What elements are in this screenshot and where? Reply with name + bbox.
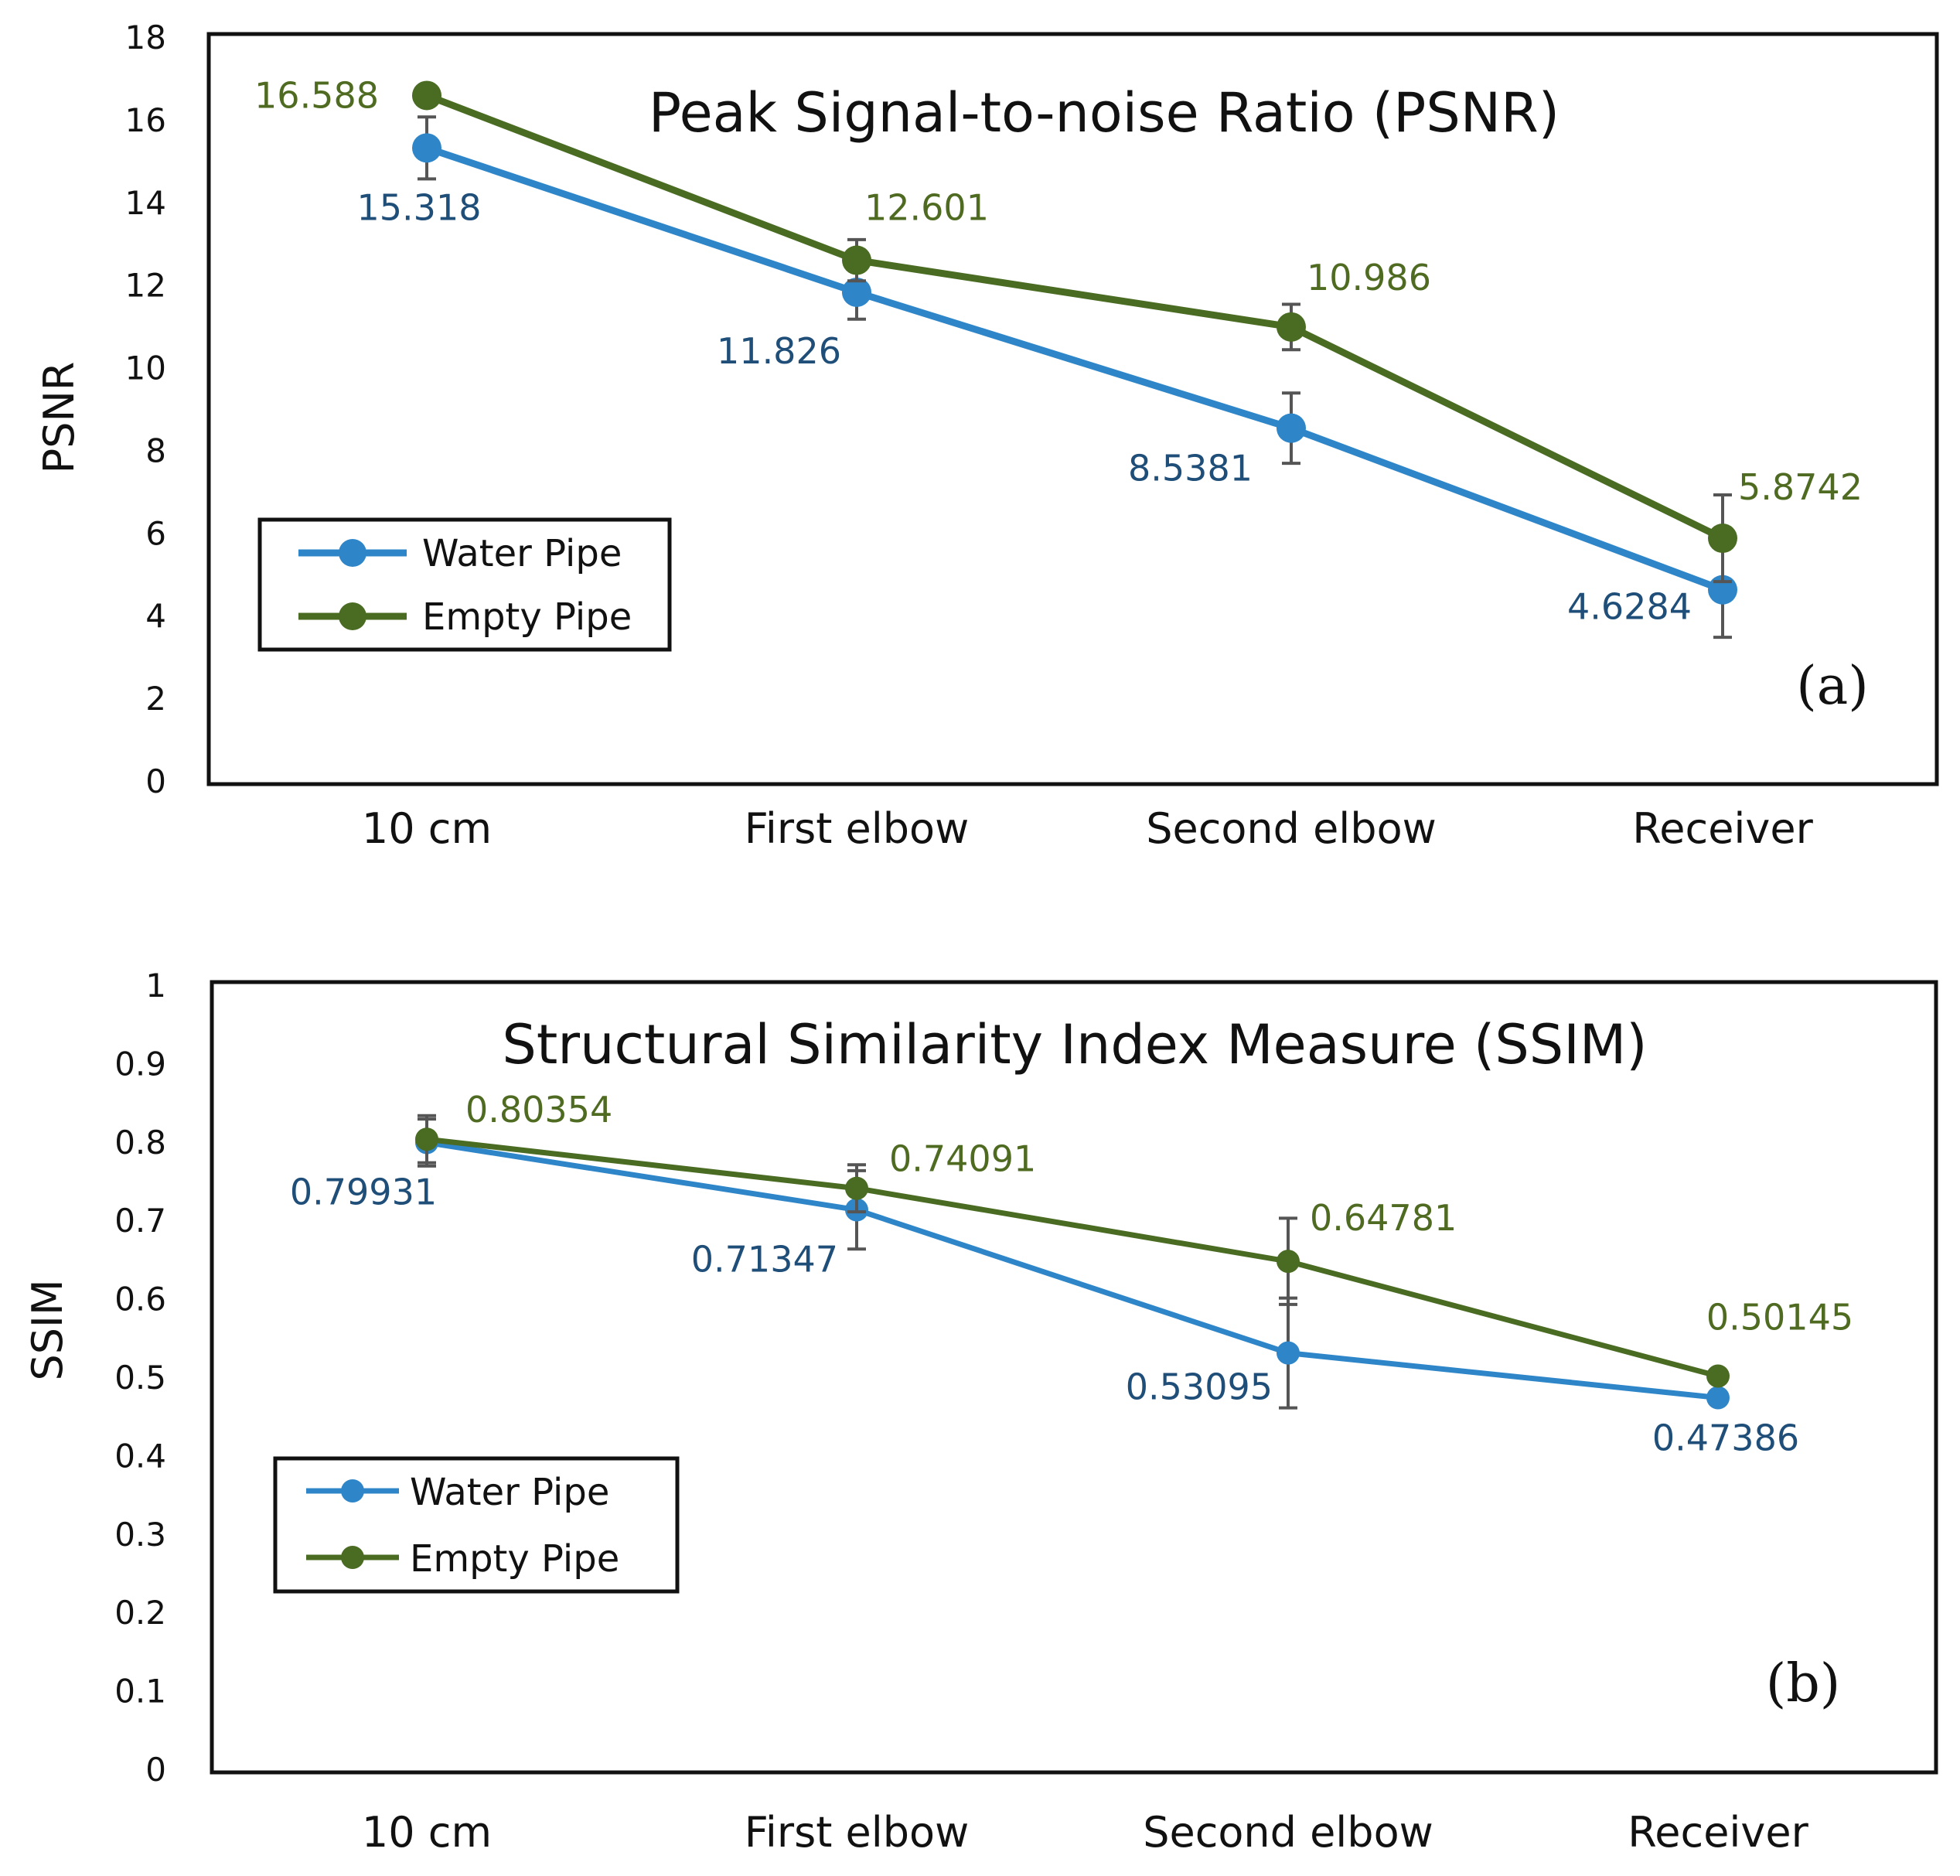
data-point: [1277, 1250, 1300, 1274]
psnr-legend: Water Pipe Empty Pipe: [257, 517, 672, 652]
y-tick-label: 0.7: [114, 1202, 166, 1240]
data-point: [842, 277, 871, 307]
ssim-y-ticks: 0 0.1 0.2 0.3 0.4 0.5 0.6 0.7 0.8 0.9 1: [114, 967, 166, 1789]
data-point: [412, 133, 441, 163]
series-empty: 16.588 12.601 10.986 5.8742: [254, 74, 1863, 584]
psnr-plot-frame: [206, 32, 1939, 786]
ssim-legend: Water Pipe Empty Pipe: [273, 1456, 680, 1594]
y-tick-label: 0: [145, 762, 166, 800]
series-line: [426, 1136, 1719, 1379]
psnr-y-axis-title: PSNR: [35, 362, 84, 474]
data-label: 0.80354: [465, 1089, 612, 1131]
y-tick-label: 16: [125, 101, 166, 139]
ssim-legend-empty-label: Empty Pipe: [410, 1537, 619, 1581]
x-category-label: Second elbow: [1146, 804, 1437, 853]
data-label: 0.53095: [1126, 1366, 1273, 1408]
data-point: [842, 245, 871, 275]
y-tick-label: 0.9: [114, 1045, 166, 1083]
y-tick-label: 8: [145, 431, 166, 469]
x-category-label: Receiver: [1632, 804, 1813, 853]
ssim-legend-box: [273, 1456, 680, 1594]
psnr-legend-empty-marker: [339, 602, 366, 630]
y-tick-label: 0.5: [114, 1359, 166, 1397]
data-point: [1277, 413, 1306, 443]
y-tick-label: 0: [145, 1751, 166, 1789]
y-tick-label: 0.8: [114, 1124, 166, 1161]
y-tick-label: 0.3: [114, 1516, 166, 1554]
ssim-x-categories: 10 cm First elbow Second elbow Receiver: [362, 1808, 1809, 1857]
ssim-series: 0.79931 0.71347 0.53095 0.47386 0.80354 0.740…: [290, 1089, 1853, 1458]
data-label: 8.5381: [1128, 448, 1253, 489]
psnr-x-categories: 10 cm First elbow Second elbow Receiver: [362, 804, 1814, 853]
data-point: [845, 1176, 868, 1200]
data-label: 0.50145: [1706, 1297, 1853, 1339]
y-tick-label: 0.1: [114, 1673, 166, 1711]
data-label: 12.601: [864, 187, 989, 229]
y-tick-label: 0.4: [114, 1437, 166, 1475]
data-point: [415, 1127, 438, 1151]
series-empty: 0.80354 0.74091 0.64781 0.50145: [415, 1089, 1853, 1388]
data-label: 0.71347: [691, 1239, 838, 1281]
data-point: [1277, 1341, 1300, 1365]
ssim-panel-label: (b): [1766, 1653, 1841, 1714]
y-tick-label: 18: [125, 19, 166, 56]
x-category-label: 10 cm: [362, 804, 492, 853]
psnr-panel-label: (a): [1796, 656, 1869, 717]
y-tick-label: 14: [125, 184, 166, 222]
psnr-chart: Peak Signal-to-noise Ratio (PSNR) PSNR (…: [35, 19, 1939, 853]
psnr-series: 15.318 11.826 8.5381 4.6284 16.588 12.601 10.9…: [254, 74, 1863, 640]
y-tick-label: 1: [145, 967, 166, 1005]
series-water: 15.318 11.826 8.5381 4.6284: [357, 115, 1737, 640]
y-tick-label: 6: [145, 514, 166, 552]
data-label: 0.74091: [889, 1138, 1036, 1180]
data-label: 11.826: [717, 330, 841, 372]
y-tick-label: 0.2: [114, 1594, 166, 1632]
data-label: 16.588: [254, 74, 379, 116]
psnr-legend-box: [257, 517, 672, 652]
ssim-y-axis-title: SSIM: [23, 1279, 72, 1380]
psnr-legend-empty-label: Empty Pipe: [422, 595, 632, 639]
y-tick-label: 10: [125, 350, 166, 387]
data-label: 4.6284: [1567, 586, 1692, 628]
x-category-label: First elbow: [745, 804, 970, 853]
data-label: 5.8742: [1738, 466, 1863, 508]
data-label: 0.47386: [1652, 1417, 1799, 1459]
data-label: 10.986: [1307, 257, 1431, 298]
data-point: [1706, 1386, 1730, 1410]
psnr-chart-title: Peak Signal-to-noise Ratio (PSNR): [649, 81, 1559, 145]
data-point: [1706, 1364, 1730, 1388]
data-label: 0.64781: [1310, 1197, 1457, 1239]
psnr-legend-water-label: Water Pipe: [422, 532, 622, 575]
psnr-y-ticks: 0 2 4 6 8 10 12 14 16 18: [125, 19, 166, 800]
data-label: 15.318: [357, 186, 482, 228]
x-category-label: 10 cm: [362, 1808, 492, 1857]
y-tick-label: 12: [125, 267, 166, 305]
data-point: [412, 80, 441, 111]
x-category-label: Second elbow: [1143, 1808, 1433, 1857]
ssim-legend-empty-marker: [341, 1546, 364, 1569]
ssim-chart: Structural Similarity Index Measure (SSI…: [23, 967, 1938, 1857]
data-label: 0.79931: [290, 1171, 437, 1213]
ssim-legend-water-marker: [341, 1479, 364, 1503]
series-line: [425, 92, 1724, 542]
x-category-label: First elbow: [745, 1808, 970, 1857]
series-line: [425, 145, 1724, 593]
ssim-plot-frame: [210, 980, 1938, 1775]
y-tick-label: 0.6: [114, 1281, 166, 1318]
psnr-legend-water-marker: [339, 539, 366, 567]
ssim-legend-water-label: Water Pipe: [410, 1471, 609, 1514]
y-tick-label: 4: [145, 597, 166, 635]
series-line: [426, 1140, 1719, 1400]
data-point: [1708, 524, 1737, 554]
x-category-label: Receiver: [1628, 1808, 1808, 1857]
ssim-chart-title: Structural Similarity Index Measure (SSI…: [502, 1013, 1647, 1076]
series-water: 0.79931 0.71347 0.53095 0.47386: [290, 1117, 1799, 1459]
data-point: [1277, 312, 1306, 342]
y-tick-label: 2: [145, 680, 166, 718]
